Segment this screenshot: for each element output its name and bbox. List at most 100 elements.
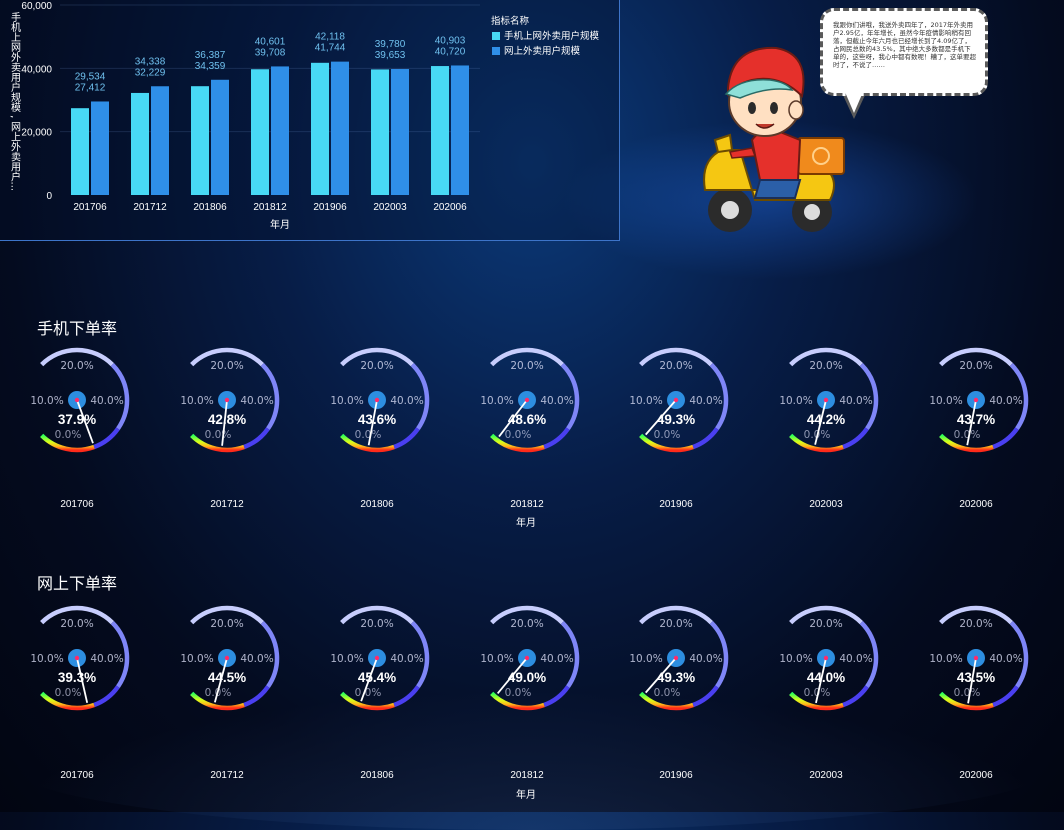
gauge-scale-label: 40.0%: [90, 395, 123, 407]
gauge-scale-label: 40.0%: [989, 395, 1022, 407]
gauge-scale-label: 0.0%: [505, 687, 532, 699]
gauge-category-label: 202003: [809, 770, 843, 781]
legend-title: 指标名称: [491, 15, 530, 27]
gauge-arc-warm: [190, 691, 245, 711]
gauge-scale-label: 0.0%: [355, 687, 382, 699]
gauge-arc-mid: [260, 621, 280, 688]
gauge-arc-base: [340, 605, 414, 625]
gauge-scale-label: 20.0%: [959, 360, 992, 372]
gauge-scale-label: 20.0%: [809, 618, 842, 630]
gauge-category-label: 201906: [659, 770, 693, 781]
data-label-bottom: 39,708: [255, 47, 286, 58]
gauge-arc-warm: [40, 691, 95, 711]
gauge-needle-dot: [673, 655, 679, 661]
gauge-scale-label: 20.0%: [659, 618, 692, 630]
gauge-scale-label: 20.0%: [210, 618, 243, 630]
gauge-arc-warm: [789, 433, 844, 453]
gauge-needle-dot: [973, 397, 979, 403]
gauge-scale-label: 10.0%: [929, 653, 962, 665]
delivery-rider-illustration: [703, 46, 845, 232]
gauge-needle: [645, 399, 677, 436]
gauge-arc-mid: [410, 363, 430, 430]
gauge-arc-mid: [560, 363, 580, 430]
y-tick-label: 20,000: [21, 128, 52, 139]
bar-online: [151, 86, 169, 195]
y-axis-label: 手机上网外卖用户规模 , 网上外卖用户...: [9, 11, 21, 191]
gauge-arc-blue: [692, 685, 719, 708]
gauge-arc-base: [789, 605, 863, 625]
x-tick-label: 202006: [433, 202, 467, 213]
gauge-arc-mid: [110, 621, 130, 688]
gauge-scale-label: 10.0%: [180, 395, 213, 407]
gauge-scale-label: 40.0%: [390, 395, 423, 407]
gauge-arc-warm: [490, 691, 545, 711]
gauge-arc-mid: [709, 363, 729, 430]
gauge-arc-blue: [243, 427, 270, 450]
gauge-scale-label: 10.0%: [30, 653, 63, 665]
bar-online: [391, 69, 409, 195]
legend-entry: 网上外卖用户规模: [504, 45, 581, 57]
gauge-category-label: 201706: [60, 770, 94, 781]
gauge-arc-blue: [543, 685, 570, 708]
bar-mobile: [71, 108, 89, 195]
gauge-value-label: 49.3%: [657, 412, 695, 427]
gauge-value-label: 44.5%: [208, 670, 246, 685]
gauge-scale-label: 20.0%: [60, 360, 93, 372]
gauge-scale-label: 40.0%: [689, 653, 722, 665]
gauge-needle: [496, 657, 528, 695]
gauge-needle-dot: [224, 655, 230, 661]
gauge-scale-label: 10.0%: [779, 653, 812, 665]
gauge-arc-mid: [110, 363, 130, 430]
gauge-arc-blue: [393, 685, 420, 708]
gauge-needle: [645, 657, 677, 694]
gauge-arc-base: [40, 605, 114, 625]
gauge-value-label: 49.3%: [657, 670, 695, 685]
gauge-arc-warm: [340, 433, 395, 453]
gauge-needle-dot: [973, 655, 979, 661]
gauge-scale-label: 20.0%: [659, 360, 692, 372]
gauge-needle: [213, 657, 228, 703]
gauge-needle-dot: [74, 397, 80, 403]
gauge-arc-blue: [93, 427, 120, 450]
gauge-scale-label: 40.0%: [240, 653, 273, 665]
gauge-needle-dot: [224, 397, 230, 403]
gauge-value-label: 43.7%: [957, 412, 995, 427]
gauge-needle-dot: [374, 655, 380, 661]
gauge-arc-base: [190, 347, 264, 367]
x-axis-label: 年月: [270, 218, 290, 231]
data-label-top: 39,780: [375, 39, 406, 50]
gauge-scale-label: 40.0%: [989, 653, 1022, 665]
gauge-category-label: 201712: [210, 770, 244, 781]
gauge-needle-dot: [374, 397, 380, 403]
gauge-scale-label: 20.0%: [959, 618, 992, 630]
gauge-scale-label: 10.0%: [929, 395, 962, 407]
gauge-scale-label: 40.0%: [689, 395, 722, 407]
gauge-arc-mid: [410, 621, 430, 688]
speech-bubble-tail-inner: [845, 92, 863, 113]
gauge-arc-mid: [709, 621, 729, 688]
gauge-needle-dot: [823, 397, 829, 403]
gauge-arc-warm: [939, 433, 994, 453]
gauge-scale-label: 0.0%: [654, 687, 681, 699]
gauge-arc-base: [490, 605, 564, 625]
gauge-arc-blue: [992, 427, 1019, 450]
gauge-category-label: 202003: [809, 499, 843, 510]
gauge-needle-dot: [524, 397, 530, 403]
gauge-x-axis-label: 年月: [516, 788, 536, 801]
data-label-bottom: 27,412: [75, 82, 106, 93]
gauge-category-label: 201806: [360, 499, 394, 510]
gauge-arc-base: [40, 347, 114, 367]
gauge-scale-label: 40.0%: [390, 653, 423, 665]
x-tick-label: 201906: [313, 202, 347, 213]
gauge-category-label: 201806: [360, 770, 394, 781]
data-label-bottom: 39,653: [375, 50, 406, 61]
gauge-scale-label: 10.0%: [480, 653, 513, 665]
x-tick-label: 201806: [193, 202, 227, 213]
bar-mobile: [191, 86, 209, 195]
bar-online: [451, 65, 469, 195]
gauge-scale-label: 10.0%: [330, 395, 363, 407]
gauge-needle: [76, 399, 94, 444]
gauge-arc-blue: [243, 685, 270, 708]
gauge-arc-base: [340, 347, 414, 367]
gauge-arc-warm: [40, 433, 95, 453]
